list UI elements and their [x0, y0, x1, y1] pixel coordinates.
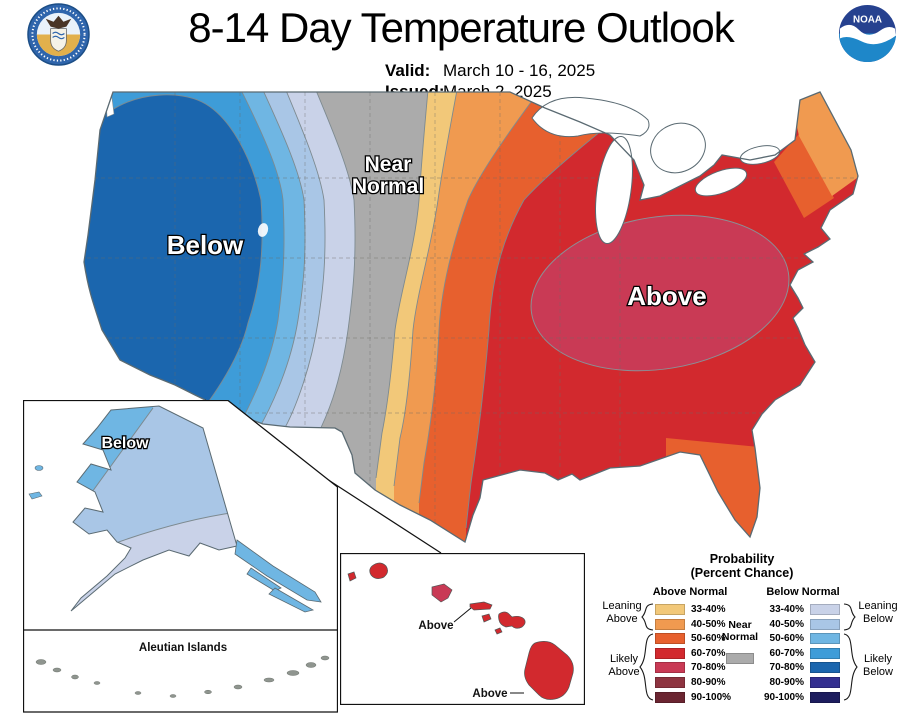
brace-likely-below — [843, 633, 858, 701]
legend-row: 40-50% — [763, 618, 840, 630]
noaa-bird-icon — [839, 24, 897, 45]
hawaii-label-above-1: Above — [418, 620, 453, 632]
band-above-70-80-ohio-valley — [530, 214, 790, 372]
aleutian-islands — [35, 655, 330, 698]
legend-swatch-above-33-40 — [655, 604, 685, 615]
legend-swatch-above-70-80 — [655, 662, 685, 674]
legend-above-rows: 33-40% 40-50% 50-60% 60-70% 70-80% 80-90… — [655, 604, 731, 706]
brace-leaning-above — [641, 603, 654, 631]
legend-title-line2: (Percent Chance) — [690, 566, 794, 580]
noaa-logo: NOAA — [838, 4, 897, 63]
legend-above-header: Above Normal — [652, 586, 728, 598]
island-kauai — [369, 562, 388, 579]
alaska-inset: Below Aleutian Islands — [23, 400, 338, 713]
legend-swatch-below-70-80 — [810, 662, 840, 674]
island-molokai — [469, 601, 493, 611]
legend-row: 80-90% — [655, 676, 731, 688]
legend-row: 90-100% — [763, 691, 840, 703]
legend-row: 33-40% — [655, 604, 731, 615]
map-label-below: Below — [167, 230, 244, 260]
legend-row: 40-50% — [655, 618, 731, 630]
legend-swatch-below-33-40 — [810, 604, 840, 615]
band-above-50-60-new-england — [774, 134, 834, 218]
island-oahu — [431, 583, 453, 603]
legend-swatch-above-80-90 — [655, 676, 685, 688]
legend-swatch-below-40-50 — [810, 618, 840, 630]
us-coastline — [83, 91, 859, 544]
legend-row: 70-80% — [655, 662, 731, 674]
legend-below-rows: 33-40% 40-50% 50-60% 60-70% 70-80% 80-90… — [763, 604, 840, 706]
island-kahoolawe — [494, 627, 503, 635]
legend-swatch-above-60-70 — [655, 647, 685, 659]
legend-swatch-above-50-60 — [655, 633, 685, 645]
band-above-50-60-florida — [666, 438, 790, 542]
seal-waves — [52, 31, 65, 40]
legend-row: 33-40% — [763, 604, 840, 615]
contour-lines — [111, 92, 651, 529]
lake-superior — [531, 96, 650, 138]
legend-swatch-near-normal — [726, 653, 754, 664]
legend-row: 60-70% — [763, 647, 840, 659]
legend-row: 90-100% — [655, 691, 731, 703]
legend-title-line1: Probability — [709, 552, 775, 566]
legend-swatch-below-50-60 — [810, 633, 840, 645]
legend-swatch-below-90-100 — [810, 691, 840, 703]
dept-of-commerce-seal — [27, 3, 90, 66]
legend-swatch-below-80-90 — [810, 676, 840, 688]
valid-value: March 10 - 16, 2025 — [443, 61, 596, 80]
valid-line: Valid: March 10 - 16, 2025 — [385, 60, 595, 81]
noaa-text: NOAA — [853, 15, 882, 26]
hawaii-inset: Above Above — [340, 553, 585, 705]
lake-huron — [650, 122, 706, 174]
lake-michigan — [595, 135, 633, 245]
map-label-normal: Normal — [352, 175, 424, 198]
island-hawaii — [524, 641, 574, 700]
legend-below-header: Below Normal — [766, 586, 840, 598]
legend-swatch-above-90-100 — [655, 691, 685, 703]
legend-row: 70-80% — [763, 662, 840, 674]
legend-near-normal: Near Normal — [712, 619, 768, 667]
legend-row: 50-60% — [763, 633, 840, 645]
legend-swatch-below-60-70 — [810, 647, 840, 659]
legend-braces — [639, 603, 858, 701]
map-label-above: Above — [627, 281, 706, 311]
seal-ring-text — [31, 7, 86, 62]
great-salt-lake — [257, 223, 269, 237]
great-lakes — [531, 96, 781, 245]
band-above-40-50-maine — [792, 92, 858, 196]
island-niihau — [347, 571, 357, 582]
lake-erie — [694, 167, 748, 197]
hawaiian-islands — [347, 562, 574, 700]
brace-leaning-below — [843, 603, 856, 631]
island-maui — [498, 611, 526, 629]
alaska-coastline — [70, 405, 238, 612]
hawaii-leader-line-1 — [453, 607, 472, 623]
bering-islands — [28, 465, 44, 500]
legend-title: Probability (Percent Chance) — [642, 552, 842, 580]
state-borders — [84, 92, 858, 542]
map-label-near: Near — [365, 153, 412, 176]
legend-row: 50-60% — [655, 633, 731, 645]
legend-likely-above: Likely Above — [608, 653, 640, 678]
eagle-icon — [45, 15, 72, 29]
hawaii-label-above-2: Above — [472, 688, 507, 700]
legend-row: 60-70% — [655, 647, 731, 659]
brace-likely-above — [639, 633, 654, 701]
legend-leaning-below: Leaning Below — [858, 600, 898, 625]
valid-label: Valid: — [385, 61, 431, 80]
legend-swatch-above-40-50 — [655, 618, 685, 630]
aleutian-islands-label: Aleutian Islands — [139, 642, 227, 654]
alaska-label-below: Below — [101, 435, 149, 452]
legend-leaning-above: Leaning Above — [602, 600, 642, 625]
legend-likely-below: Likely Below — [863, 653, 893, 678]
alaska-panhandle — [234, 539, 322, 613]
page-title: 8-14 Day Temperature Outlook — [188, 4, 735, 51]
legend-row: 80-90% — [763, 676, 840, 688]
probability-legend: Probability (Percent Chance) Above Norma… — [597, 552, 922, 713]
island-lanai — [481, 613, 492, 623]
